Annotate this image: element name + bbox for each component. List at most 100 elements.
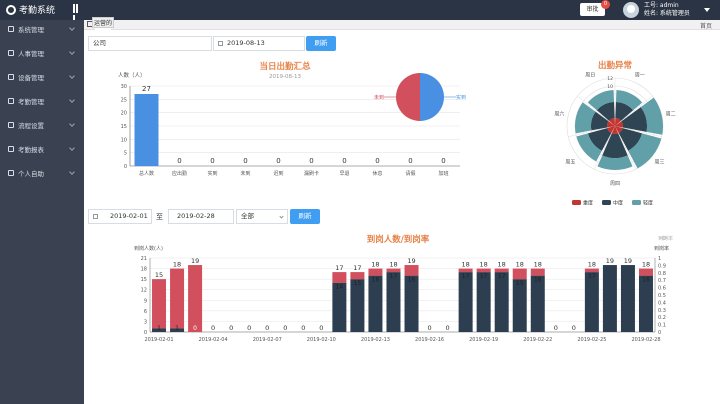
user-name: 姓名: 系统管理员 bbox=[644, 10, 690, 17]
chart-subtitle: 2019-08-13 bbox=[269, 74, 301, 80]
user-info[interactable]: 工号: admin 姓名: 系统管理员 bbox=[644, 2, 690, 18]
bar-total-label: 0 bbox=[283, 324, 287, 332]
y-tick-label: 18 bbox=[141, 267, 147, 273]
y2-axis-label: 到岗率 bbox=[654, 245, 669, 252]
radar-axis-label: 周一 bbox=[635, 73, 645, 79]
bar-value-label: 0 bbox=[309, 157, 313, 165]
bar-inner-label: 16 bbox=[408, 277, 416, 284]
bar-segment bbox=[512, 268, 527, 280]
sidebar-item-6[interactable]: 个人自助 bbox=[0, 164, 84, 182]
bar-total-label: 0 bbox=[427, 324, 431, 332]
daily-attendance-chart: 当日出勤汇总 2019-08-13 人数（人） 0 5 10 15 20 25 30 27 总人数 0 应… bbox=[118, 61, 460, 177]
x-tick-label: 休息 bbox=[372, 170, 382, 177]
radar-sector bbox=[615, 118, 622, 126]
avatar[interactable] bbox=[623, 2, 639, 18]
bar-total-label: 18 bbox=[642, 261, 650, 269]
y2-tick-label: 0.5 bbox=[658, 293, 666, 299]
calendar-icon bbox=[218, 40, 223, 46]
refresh-button-top[interactable]: 刷新 bbox=[306, 36, 336, 51]
scope-value: 全部 bbox=[241, 212, 254, 220]
y-tick-label: 20 bbox=[121, 111, 127, 117]
date-from-field[interactable]: 2019-02-01 bbox=[88, 209, 152, 224]
x-tick-label: 2019-02-10 bbox=[307, 337, 336, 343]
tab-bar: 首页 bbox=[84, 20, 720, 30]
bar-total-label: 19 bbox=[407, 257, 415, 265]
radar-axis-label: 周四 bbox=[610, 181, 620, 187]
legend-swatch bbox=[632, 200, 641, 205]
sidebar-item-1[interactable]: 人事管理 bbox=[0, 44, 84, 62]
approve-button[interactable]: 审批 bbox=[580, 3, 605, 16]
menu-toggle-icon[interactable] bbox=[73, 4, 81, 24]
bar-segment bbox=[404, 275, 419, 332]
radar-axis-label: 周日 bbox=[585, 73, 595, 79]
x-tick-label: 2019-02-28 bbox=[631, 337, 660, 343]
bar-total-label: 18 bbox=[461, 261, 469, 269]
y-axis-label: 人数（人） bbox=[118, 71, 146, 79]
pie-slice bbox=[420, 73, 444, 121]
bar-segment bbox=[404, 265, 419, 276]
person-icon bbox=[8, 170, 14, 176]
radar-sector bbox=[607, 121, 615, 128]
refresh-button-bottom[interactable]: 刷新 bbox=[290, 209, 320, 224]
sidebar-item-4[interactable]: 流程设置 bbox=[0, 116, 84, 134]
radar-spoke bbox=[614, 95, 653, 127]
bar-segment bbox=[494, 272, 509, 332]
x-tick-label: 2019-02-13 bbox=[361, 337, 390, 343]
y2-tick-label: 0.9 bbox=[658, 263, 666, 269]
bar-value-label: 27 bbox=[142, 85, 151, 93]
bar-segment bbox=[602, 265, 617, 332]
radar-spoke bbox=[568, 125, 616, 137]
user-icon bbox=[8, 50, 14, 56]
sidebar-item-label: 流程设置 bbox=[18, 122, 44, 130]
sidebar-item-label: 考勤报表 bbox=[18, 146, 44, 154]
chart-title: 当日出勤汇总 bbox=[259, 61, 311, 72]
radar-sector bbox=[618, 128, 643, 151]
x-tick-label: 早退 bbox=[339, 170, 349, 177]
chevron-down-icon bbox=[69, 97, 75, 103]
y2-tick-label: 1 bbox=[658, 256, 661, 262]
sidebar-item-label: 人事管理 bbox=[18, 50, 44, 58]
bar-value-label: 0 bbox=[177, 157, 181, 165]
scope-select[interactable]: 全部 bbox=[236, 209, 288, 224]
y-tick-label: 5 bbox=[124, 151, 127, 157]
y-tick-label: 12 bbox=[141, 288, 147, 294]
bar-segment bbox=[386, 272, 401, 332]
bar-value-label: 0 bbox=[210, 157, 214, 165]
radar-sector bbox=[611, 126, 619, 134]
bar-segment bbox=[458, 268, 473, 273]
radar-spoke bbox=[593, 125, 616, 170]
radar-sector bbox=[615, 121, 623, 128]
bar-segment bbox=[350, 272, 365, 280]
sidebar: 系统管理人事管理设备管理考勤管理流程设置考勤报表个人自助 bbox=[0, 20, 84, 404]
bar-inner-label: 16 bbox=[642, 277, 650, 284]
bar-segment bbox=[512, 279, 527, 332]
caret-down-icon[interactable] bbox=[704, 8, 710, 12]
sidebar-item-0[interactable]: 系统管理 bbox=[0, 20, 84, 38]
sidebar-item-3[interactable]: 考勤管理 bbox=[0, 92, 84, 110]
chevron-down-icon bbox=[69, 121, 75, 127]
sidebar-item-2[interactable]: 设备管理 bbox=[0, 68, 84, 86]
bar-segment bbox=[152, 279, 167, 329]
radar-sector bbox=[615, 90, 643, 111]
bar-total-label: 18 bbox=[173, 261, 181, 269]
sidebar-item-5[interactable]: 考勤报表 bbox=[0, 140, 84, 158]
date-field[interactable]: 2019-08-13 bbox=[213, 36, 305, 51]
bar-inner-label: 17 bbox=[480, 273, 488, 280]
radar-sector bbox=[608, 118, 615, 126]
radar-axis-label: 周五 bbox=[565, 160, 575, 166]
x-tick-label: 2019-02-22 bbox=[523, 337, 552, 343]
app-brand[interactable]: 考勤系统 bbox=[6, 3, 55, 16]
radar-spoke bbox=[614, 125, 662, 137]
legend-label: 中度 bbox=[613, 200, 623, 207]
home-link[interactable]: 首页 bbox=[700, 23, 713, 30]
radar-sector bbox=[628, 133, 662, 169]
date-to-field[interactable]: 2019-02-28 bbox=[168, 209, 234, 224]
bar-inner-label: 16 bbox=[534, 277, 542, 284]
company-select[interactable]: 公司 bbox=[88, 36, 212, 51]
bar-total-label: 18 bbox=[516, 261, 524, 269]
bar-value-label: 0 bbox=[243, 157, 247, 165]
x-tick-label: 2019-02-25 bbox=[577, 337, 606, 343]
bar-inner-label: 14 bbox=[336, 284, 344, 291]
bar-total-label: 17 bbox=[335, 264, 343, 272]
bar-total-label: 0 bbox=[229, 324, 233, 332]
